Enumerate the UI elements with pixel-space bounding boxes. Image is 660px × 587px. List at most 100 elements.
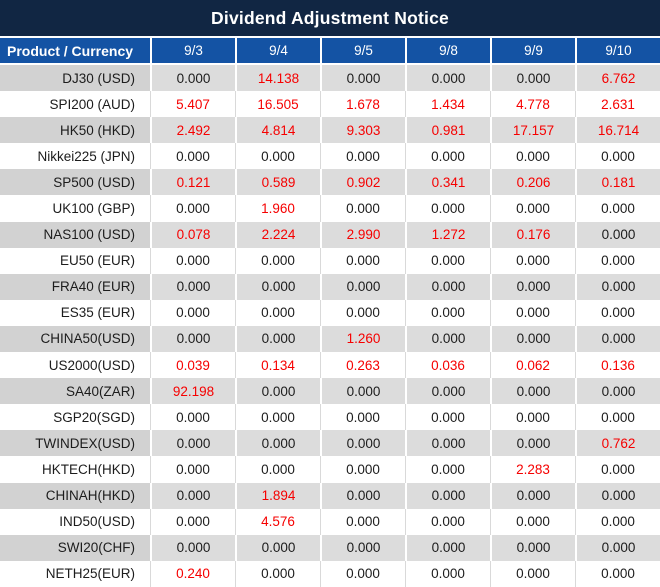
dividend-value: 0.000 bbox=[320, 508, 405, 535]
table-row: DJ30 (USD) 0.000 14.138 0.000 0.000 0.000 6.76… bbox=[0, 65, 660, 92]
dividend-value: 0.000 bbox=[575, 560, 660, 587]
dividend-value: 0.000 bbox=[150, 325, 235, 353]
dividend-value: 0.000 bbox=[320, 195, 405, 222]
dividend-value: 0.000 bbox=[490, 404, 575, 431]
dividend-value: 0.000 bbox=[405, 560, 490, 587]
header-date-2: 9/4 bbox=[235, 38, 320, 63]
dividend-value: 0.000 bbox=[490, 247, 575, 274]
dividend-value: 0.000 bbox=[405, 299, 490, 326]
product-label: Nikkei225 (JPN) bbox=[0, 143, 150, 170]
table-row: NETH25(EUR) 0.240 0.000 0.000 0.000 0.000 0.00… bbox=[0, 560, 660, 587]
dividend-value: 0.000 bbox=[235, 430, 320, 457]
product-label: CHINA50(USD) bbox=[0, 325, 150, 353]
dividend-value: 0.000 bbox=[575, 482, 660, 509]
header-product-currency: Product / Currency bbox=[7, 42, 134, 59]
table-row: US2000(USD) 0.039 0.134 0.263 0.036 0.062 0.13… bbox=[0, 352, 660, 379]
dividend-value: 0.000 bbox=[490, 482, 575, 509]
product-label: SPI200 (AUD) bbox=[0, 91, 150, 118]
dividend-value: 0.000 bbox=[490, 560, 575, 587]
table-row: UK100 (GBP) 0.000 1.960 0.000 0.000 0.000 0.00… bbox=[0, 195, 660, 222]
dividend-value: 0.000 bbox=[575, 221, 660, 248]
dividend-value: 0.240 bbox=[150, 560, 235, 587]
dividend-value: 17.157 bbox=[490, 117, 575, 144]
dividend-value: 0.000 bbox=[150, 404, 235, 431]
dividend-value: 0.341 bbox=[405, 169, 490, 196]
dividend-value: 0.981 bbox=[405, 117, 490, 144]
product-label: SA40(ZAR) bbox=[0, 378, 150, 405]
dividend-value: 0.000 bbox=[405, 456, 490, 483]
dividend-value: 0.000 bbox=[235, 378, 320, 405]
table-row: SA40(ZAR) 92.198 0.000 0.000 0.000 0.000 0.000 bbox=[0, 378, 660, 405]
dividend-value: 0.000 bbox=[405, 143, 490, 170]
dividend-value: 14.138 bbox=[235, 65, 320, 92]
dividend-value: 0.176 bbox=[490, 221, 575, 248]
dividend-value: 0.000 bbox=[490, 534, 575, 561]
dividend-value: 0.206 bbox=[490, 169, 575, 196]
dividend-value: 0.000 bbox=[150, 65, 235, 92]
product-label: HK50 (HKD) bbox=[0, 117, 150, 144]
dividend-value: 0.000 bbox=[575, 508, 660, 535]
dividend-value: 0.000 bbox=[490, 65, 575, 92]
product-label: NAS100 (USD) bbox=[0, 221, 150, 248]
table-row: SPI200 (AUD) 5.407 16.505 1.678 1.434 4.778 2.… bbox=[0, 91, 660, 118]
table-row: NAS100 (USD) 0.078 2.224 2.990 1.272 0.176 0.0… bbox=[0, 221, 660, 248]
product-label: SGP20(SGD) bbox=[0, 404, 150, 431]
dividend-value: 0.181 bbox=[575, 169, 660, 196]
dividend-value: 0.000 bbox=[405, 247, 490, 274]
dividend-value: 4.576 bbox=[235, 508, 320, 535]
dividend-value: 0.263 bbox=[320, 352, 405, 379]
dividend-value: 4.778 bbox=[490, 91, 575, 118]
dividend-value: 1.960 bbox=[235, 195, 320, 222]
product-label: NETH25(EUR) bbox=[0, 560, 150, 587]
dividend-value: 0.000 bbox=[235, 534, 320, 561]
product-label: FRA40 (EUR) bbox=[0, 273, 150, 300]
table-row: CHINA50(USD) 0.000 0.000 1.260 0.000 0.000 0.0… bbox=[0, 325, 660, 353]
dividend-value: 0.000 bbox=[235, 299, 320, 326]
dividend-value: 0.000 bbox=[405, 404, 490, 431]
dividend-value: 0.000 bbox=[405, 482, 490, 509]
dividend-value: 0.000 bbox=[320, 378, 405, 405]
dividend-value: 0.000 bbox=[405, 325, 490, 353]
dividend-value: 0.000 bbox=[320, 560, 405, 587]
dividend-value: 0.062 bbox=[490, 352, 575, 379]
dividend-value: 0.000 bbox=[405, 273, 490, 300]
dividend-value: 16.505 bbox=[235, 91, 320, 118]
product-label: ES35 (EUR) bbox=[0, 299, 150, 326]
dividend-value: 1.434 bbox=[405, 91, 490, 118]
dividend-value: 0.000 bbox=[490, 299, 575, 326]
product-label: EU50 (EUR) bbox=[0, 247, 150, 274]
dividend-value: 0.000 bbox=[405, 195, 490, 222]
header-date-1: 9/3 bbox=[150, 38, 235, 63]
table-body: DJ30 (USD) 0.000 14.138 0.000 0.000 0.000 6.76… bbox=[0, 65, 660, 587]
dividend-value: 0.000 bbox=[575, 143, 660, 170]
dividend-value: 0.000 bbox=[575, 325, 660, 353]
dividend-value: 0.000 bbox=[150, 508, 235, 535]
dividend-value: 9.303 bbox=[320, 117, 405, 144]
header-date-6: 9/10 bbox=[575, 38, 660, 63]
dividend-value: 0.000 bbox=[575, 534, 660, 561]
product-label: TWINDEX(USD) bbox=[0, 430, 150, 457]
page-title: Dividend Adjustment Notice bbox=[211, 7, 449, 28]
dividend-value: 0.000 bbox=[235, 247, 320, 274]
header-date-5: 9/9 bbox=[490, 38, 575, 63]
dividend-value: 0.000 bbox=[235, 560, 320, 587]
table-row: HKTECH(HKD) 0.000 0.000 0.000 0.000 2.283 0.00… bbox=[0, 456, 660, 483]
dividend-value: 0.000 bbox=[235, 143, 320, 170]
product-label: CHINAH(HKD) bbox=[0, 482, 150, 509]
dividend-value: 0.000 bbox=[575, 378, 660, 405]
table-row: Nikkei225 (JPN) 0.000 0.000 0.000 0.000 0.000… bbox=[0, 143, 660, 170]
title-bar: Dividend Adjustment Notice bbox=[0, 0, 660, 38]
dividend-value: 2.283 bbox=[490, 456, 575, 483]
dividend-value: 0.000 bbox=[150, 195, 235, 222]
dividend-value: 6.762 bbox=[575, 65, 660, 92]
dividend-value: 0.000 bbox=[320, 247, 405, 274]
dividend-value: 1.260 bbox=[320, 325, 405, 353]
dividend-value: 0.000 bbox=[320, 430, 405, 457]
table-row: SWI20(CHF) 0.000 0.000 0.000 0.000 0.000 0.000 bbox=[0, 534, 660, 561]
dividend-value: 0.000 bbox=[405, 430, 490, 457]
table-row: HK50 (HKD) 2.492 4.814 9.303 0.981 17.157 16.7… bbox=[0, 117, 660, 144]
dividend-value: 0.000 bbox=[575, 247, 660, 274]
table-row: ES35 (EUR) 0.000 0.000 0.000 0.000 0.000 0.000 bbox=[0, 299, 660, 326]
dividend-value: 0.039 bbox=[150, 352, 235, 379]
